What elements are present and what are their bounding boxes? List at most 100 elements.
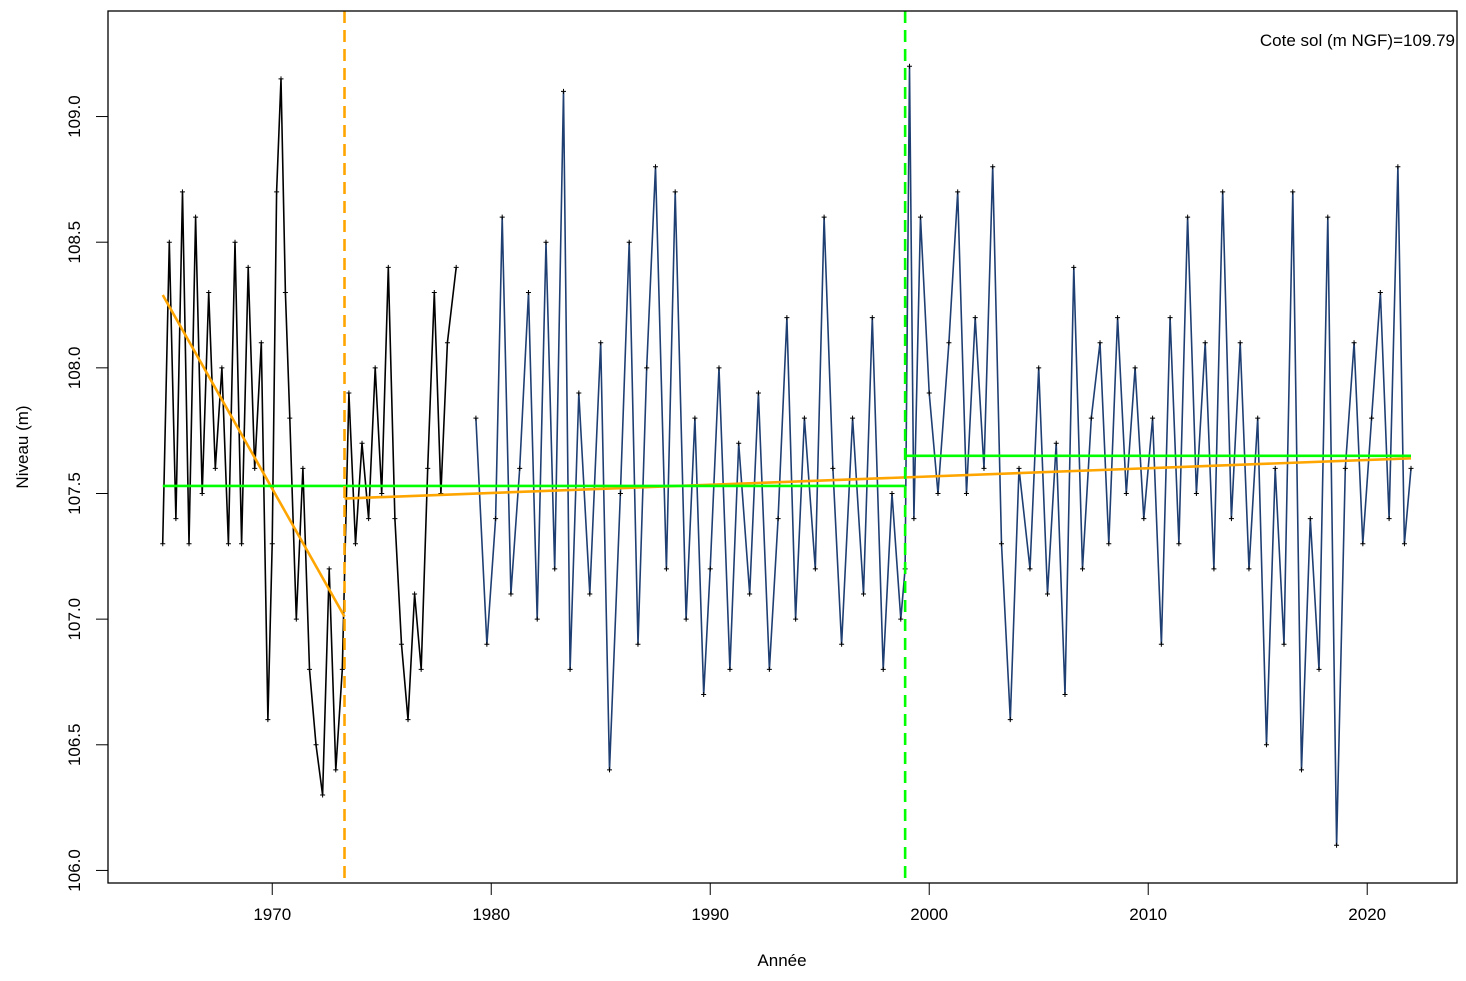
series-2-point xyxy=(755,390,761,396)
series-2-point xyxy=(766,666,772,672)
series-2-point xyxy=(525,289,531,295)
x-tick-label: 2020 xyxy=(1348,905,1386,924)
series-1-point xyxy=(431,289,437,295)
series-2-point xyxy=(869,315,875,321)
series-2-point xyxy=(1263,742,1269,748)
series-2-point xyxy=(990,164,996,170)
series-1-point xyxy=(412,591,418,597)
series-2-point xyxy=(926,390,932,396)
series-2-point xyxy=(1377,289,1383,295)
series-2-point xyxy=(1185,214,1191,220)
series-2-point xyxy=(701,692,707,698)
series-2-point xyxy=(1395,164,1401,170)
series-2-point xyxy=(1202,340,1208,346)
series-1-point xyxy=(405,717,411,723)
series-2-point xyxy=(839,641,845,647)
series-2-point xyxy=(1316,666,1322,672)
series-1-point xyxy=(425,465,431,471)
x-axis: 1970 1980 1990 2000 2010 2020 xyxy=(253,882,1386,924)
series-1-point xyxy=(173,516,179,522)
ground-level-annotation: Cote sol (m NGF)=109.79 xyxy=(1260,31,1455,50)
series-2-point xyxy=(801,415,807,421)
x-axis-label: Année xyxy=(757,951,806,970)
series-2-point xyxy=(812,566,818,572)
series-2-point xyxy=(1281,641,1287,647)
series-2-point xyxy=(1334,842,1340,848)
x-tick-label: 1970 xyxy=(253,905,291,924)
y-tick-label: 107.5 xyxy=(65,472,84,515)
series-2-point xyxy=(727,666,733,672)
series-2-point xyxy=(567,666,573,672)
series-2-point xyxy=(1220,189,1226,195)
series-2-point xyxy=(534,616,540,622)
series-1-point xyxy=(444,340,450,346)
series-1-point xyxy=(366,516,372,522)
series-2-point xyxy=(617,490,623,496)
series-1-point xyxy=(385,264,391,270)
series-1-point xyxy=(166,239,172,245)
series-2-point xyxy=(552,566,558,572)
series-2-point xyxy=(1342,465,1348,471)
series-2-point xyxy=(635,641,641,647)
series-1-point xyxy=(160,541,166,547)
series-2-point xyxy=(1237,340,1243,346)
series-2-point xyxy=(1141,516,1147,522)
series-1-point xyxy=(372,365,378,371)
breakpoint-lines-layer xyxy=(343,11,907,883)
series-2-point xyxy=(972,315,978,321)
series-2-point xyxy=(499,214,505,220)
series-2-point xyxy=(981,465,987,471)
series-2-point xyxy=(598,340,604,346)
series-1-point xyxy=(252,465,258,471)
series-2-point xyxy=(1272,465,1278,471)
series-1-point xyxy=(179,189,185,195)
series-2-point xyxy=(692,415,698,421)
series-1-point xyxy=(418,666,424,672)
y-tick-label: 106.5 xyxy=(65,724,84,767)
series-2-point xyxy=(1325,214,1331,220)
y-tick-label: 107.0 xyxy=(65,598,84,641)
series-1-point xyxy=(199,490,205,496)
series-2-point xyxy=(561,88,567,94)
y-axis-label: Niveau (m) xyxy=(13,405,32,488)
series-1-point xyxy=(346,390,352,396)
series-2-point xyxy=(1115,315,1121,321)
x-tick-label: 1990 xyxy=(691,905,729,924)
series-2-point xyxy=(1158,641,1164,647)
series-1-point xyxy=(293,616,299,622)
series-2-point xyxy=(543,239,549,245)
series-2-point xyxy=(935,490,941,496)
series-2-point xyxy=(784,315,790,321)
series-2-point xyxy=(747,591,753,597)
series-1-point xyxy=(287,415,293,421)
series-2-point xyxy=(850,415,856,421)
series-2-point xyxy=(830,465,836,471)
series-1-point xyxy=(359,440,365,446)
series-1-point xyxy=(278,76,284,82)
series-2-point xyxy=(663,566,669,572)
series-1-point xyxy=(239,541,245,547)
series-1-point xyxy=(306,666,312,672)
series-1-point xyxy=(258,340,264,346)
series-2-point xyxy=(1386,516,1392,522)
series-2-point xyxy=(606,767,612,773)
series-2-point xyxy=(1044,591,1050,597)
series-2-point xyxy=(1053,440,1059,446)
series-2-point xyxy=(1211,566,1217,572)
series-2-point xyxy=(1167,315,1173,321)
series-2-point xyxy=(1246,566,1252,572)
series-1-point xyxy=(453,264,459,270)
series-2-point xyxy=(917,214,923,220)
series-2-point xyxy=(1016,465,1022,471)
series-2-point xyxy=(493,516,499,522)
x-tick-label: 2010 xyxy=(1129,905,1167,924)
series-2-point xyxy=(1360,541,1366,547)
series-2-point xyxy=(1071,264,1077,270)
series-2-point xyxy=(1307,516,1313,522)
series-2-point xyxy=(517,465,523,471)
series-1-point xyxy=(313,742,319,748)
series-2-point xyxy=(1193,490,1199,496)
series-layer xyxy=(160,63,1414,848)
series-2-point xyxy=(1255,415,1261,421)
